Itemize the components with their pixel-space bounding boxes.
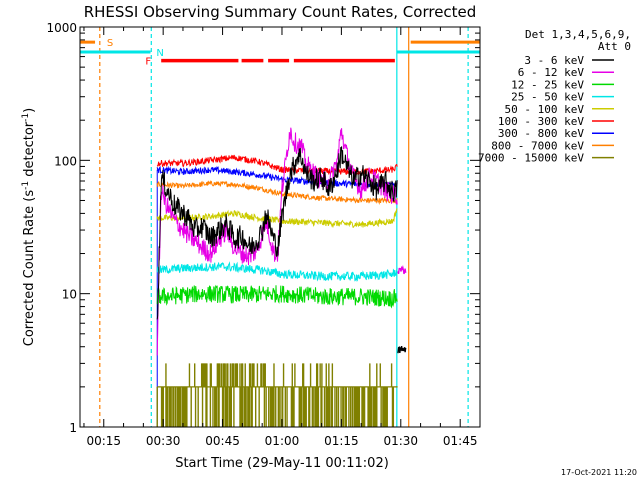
legend-label: 6 - 12 keV xyxy=(518,66,585,79)
x-tick-label: 01:15 xyxy=(324,434,359,448)
series-tail-3-6-kev xyxy=(397,345,407,354)
plot-frame xyxy=(79,26,481,428)
legend-label: 3 - 6 keV xyxy=(524,54,584,67)
legend-header-line-2: Att 0 xyxy=(598,40,631,53)
x-tick-label: 01:30 xyxy=(383,434,418,448)
y-axis-label: Corrected Count Rate (s-1 detector-1) xyxy=(21,108,37,346)
y-tick-label: 100 xyxy=(54,154,77,168)
y-tick-label: 10 xyxy=(62,288,77,302)
x-tick-label: 00:45 xyxy=(205,434,240,448)
y-tick-label: 1000 xyxy=(46,21,77,35)
legend-label: 7000 - 15000 keV xyxy=(478,152,584,165)
marker-label-f: F xyxy=(145,57,151,68)
legend-label: 100 - 300 keV xyxy=(498,115,584,128)
marker-label-n: N xyxy=(156,48,163,59)
marker-label-s: S xyxy=(107,38,113,49)
x-tick-label: 00:30 xyxy=(146,434,181,448)
y-tick-label: 1 xyxy=(69,421,77,435)
series-line-100-300-kev xyxy=(156,154,398,177)
legend-header-line-1: Det 1,3,4,5,6,9, xyxy=(525,28,631,41)
x-axis-label: Start Time (29-May-11 00:11:02) xyxy=(175,456,389,471)
x-tick-label: 00:15 xyxy=(86,434,121,448)
plot-area: S NF xyxy=(80,27,480,427)
x-tick-label: 01:00 xyxy=(265,434,300,448)
legend-label: 300 - 800 keV xyxy=(498,127,584,140)
series-tail-6-12-kev xyxy=(397,265,407,275)
legend-label: 800 - 7000 keV xyxy=(491,139,584,152)
series-line-12-25-kev xyxy=(156,284,398,309)
series-line-6-12-kev xyxy=(156,127,398,356)
series-line-25-50-kev xyxy=(156,261,398,283)
legend-label: 50 - 100 keV xyxy=(505,103,585,116)
series-line-3-6-kev xyxy=(156,146,398,320)
axes: 00:15 00:30 00:45 01:00 01:15 01:30 01:45 1 10 10… xyxy=(46,21,481,448)
x-tick-label: 01:45 xyxy=(443,434,478,448)
timestamp: 17-Oct-2021 11:20 xyxy=(561,468,637,477)
series-line-50-100-kev xyxy=(156,208,398,229)
legend-label: 12 - 25 keV xyxy=(511,78,584,91)
legend-label: 25 - 50 keV xyxy=(511,91,584,104)
chart-title: RHESSI Observing Summary Count Rates, Co… xyxy=(84,3,477,21)
series-7000-15000-kev xyxy=(156,363,398,427)
series-line-800-7000-kev xyxy=(156,180,398,205)
